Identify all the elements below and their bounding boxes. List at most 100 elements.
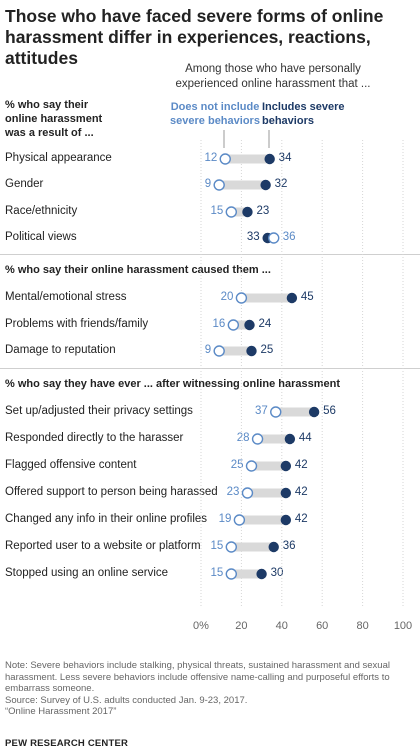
dot-include — [260, 179, 271, 191]
dot-not-include — [213, 345, 225, 357]
row-label: Gender — [5, 178, 44, 190]
value-label-not-include: 20 — [220, 291, 234, 303]
value-label-include: 42 — [294, 486, 308, 498]
value-label-include: 24 — [258, 318, 272, 330]
dot-not-include — [268, 232, 280, 244]
x-tick-label: 0% — [193, 620, 209, 632]
row-label: Responded directly to the harasser — [5, 432, 184, 444]
x-tick-label: 40 — [276, 620, 288, 632]
intro-line-1: Among those who have personally — [185, 63, 361, 75]
dot-include — [284, 433, 296, 445]
legend-include-line-1: Includes severe — [262, 101, 345, 113]
value-label-not-include: 36 — [282, 231, 296, 243]
dot-not-include — [213, 179, 225, 191]
dot-include — [242, 206, 253, 218]
section-1-title-line-1: % who say their — [5, 99, 89, 111]
section-divider-1 — [0, 254, 420, 255]
dot-include — [280, 460, 292, 472]
dot-not-include — [225, 541, 238, 553]
value-label-not-include: 15 — [210, 567, 224, 579]
value-label-include: 25 — [260, 344, 274, 356]
dot-include — [244, 319, 255, 331]
chart-title: Those who have faced severe forms of onl… — [5, 6, 417, 69]
x-tick-label: 80 — [356, 620, 368, 632]
value-label-not-include: 15 — [210, 205, 224, 217]
value-label-not-include: 28 — [236, 432, 250, 444]
legend-not-include: Does not include severe behaviors — [155, 100, 275, 128]
section-1-title-line-2: online harassment — [5, 113, 103, 125]
row-label: Reported user to a website or platform — [5, 540, 201, 552]
dot-not-include — [225, 568, 238, 580]
dot-not-include — [251, 433, 264, 445]
row-label: Physical appearance — [5, 152, 112, 164]
chart-notes: Note: Severe behaviors include stalking,… — [5, 660, 417, 718]
dot-include — [280, 514, 292, 526]
value-label-include: 36 — [282, 540, 296, 552]
source-line-2: “Online Harassment 2017” — [5, 706, 117, 717]
section-1-title-line-3: was a result of ... — [5, 127, 94, 139]
dot-plot: 0% 20 40 60 80 100 — [193, 130, 412, 632]
footer-org: PEW RESEARCH CENTER — [5, 738, 129, 749]
value-label-include: 42 — [294, 513, 308, 525]
x-tick-label: 100 — [394, 620, 412, 632]
value-label-include: 45 — [300, 291, 314, 303]
chart-title-line-2: harassment differ in experiences, reacti… — [5, 27, 371, 68]
section-3-title: % who say they have ever ... after witne… — [5, 378, 341, 390]
chart-intro: Among those who have personally experien… — [168, 62, 378, 92]
row-label: Set up/adjusted their privacy settings — [5, 405, 193, 417]
value-label-not-include: 9 — [204, 344, 212, 356]
plot-marks — [213, 130, 320, 580]
section-divider-2 — [0, 368, 420, 369]
section-1-title: % who say their online harassment was a … — [5, 98, 140, 140]
row-label: Race/ethnicity — [5, 205, 78, 217]
dot-include — [256, 568, 267, 580]
value-label-not-include: 37 — [254, 405, 268, 417]
value-label-include: 44 — [298, 432, 312, 444]
legend-include-line-2: behaviors — [262, 115, 314, 127]
dot-include — [280, 487, 292, 499]
value-label-include: 42 — [294, 459, 308, 471]
row-label: Flagged offensive content — [5, 459, 137, 471]
value-label-include: 33 — [246, 231, 260, 243]
legend-include: Includes severe behaviors — [262, 100, 352, 128]
dot-not-include — [235, 292, 248, 304]
row-label: Offered support to person being harassed — [5, 486, 218, 498]
value-label-not-include: 16 — [212, 318, 226, 330]
dot-not-include — [245, 460, 258, 472]
value-label-include: 23 — [256, 205, 270, 217]
row-label: Mental/emotional stress — [5, 291, 127, 303]
value-label-not-include: 12 — [204, 152, 218, 164]
chart-title-line-1: Those who have faced severe forms of onl… — [5, 6, 384, 26]
value-label-not-include: 23 — [226, 486, 240, 498]
dot-not-include — [219, 153, 231, 165]
dot-include — [246, 345, 257, 357]
value-label-not-include: 19 — [218, 513, 232, 525]
row-label: Problems with friends/family — [5, 318, 149, 330]
note-line-1: Note: Severe behaviors include stalking,… — [5, 660, 390, 671]
x-tick-label: 60 — [316, 620, 328, 632]
row-label: Political views — [5, 231, 77, 243]
dot-not-include — [225, 206, 238, 218]
dot-include — [286, 292, 298, 304]
dot-not-include — [227, 319, 240, 331]
row-label: Stopped using an online service — [5, 567, 169, 579]
value-label-not-include: 9 — [204, 178, 212, 190]
dot-include — [268, 541, 279, 553]
legend-not-include-line-2: severe behaviors — [170, 115, 260, 127]
row-label: Changed any info in their online profile… — [5, 513, 208, 525]
dot-include — [308, 406, 320, 418]
value-label-include: 56 — [323, 405, 336, 417]
value-label-include: 30 — [270, 567, 284, 579]
legend-not-include-line-1: Does not include — [170, 101, 260, 113]
value-label-not-include: 25 — [230, 459, 244, 471]
intro-line-2: experienced online harassment that ... — [175, 78, 371, 90]
dot-not-include — [270, 406, 282, 418]
section-2-title: % who say their online harassment caused… — [5, 264, 271, 276]
value-label-include: 32 — [274, 178, 288, 190]
dot-not-include — [241, 487, 254, 499]
value-label-not-include: 15 — [210, 540, 224, 552]
source-line-1: Source: Survey of U.S. adults conducted … — [5, 694, 248, 706]
x-axis: 0% 20 40 60 80 100 — [193, 620, 412, 632]
note-line-2: harassment. Less severe behaviors includ… — [5, 671, 390, 683]
dot-not-include — [233, 514, 246, 526]
